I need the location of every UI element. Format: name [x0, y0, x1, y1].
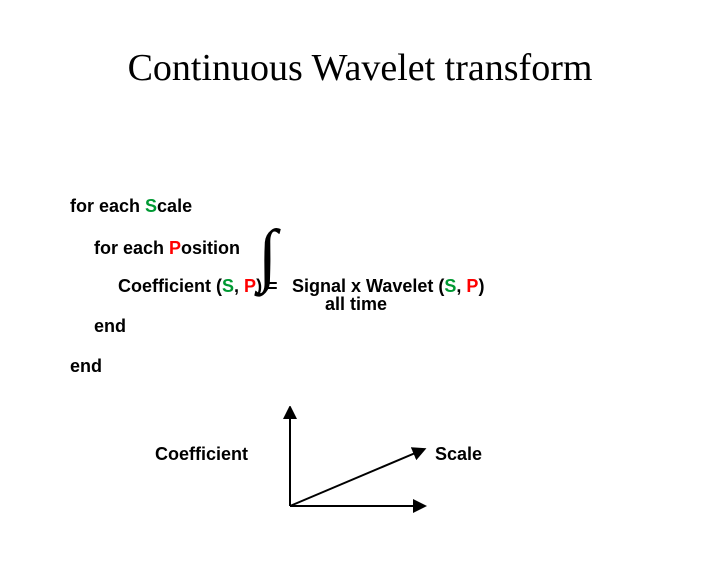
coefficient-label: Coefficient — [155, 444, 248, 465]
algo-end-2: end — [70, 356, 102, 377]
text: cale — [157, 196, 192, 216]
scale-S: S — [222, 276, 234, 296]
scale-S: S — [145, 196, 157, 216]
text: Coefficient ( — [118, 276, 222, 296]
integral-symbol: ∫ — [258, 221, 277, 291]
position-P: P — [466, 276, 478, 296]
position-P: P — [244, 276, 256, 296]
scale-axis — [290, 451, 420, 506]
page-title: Continuous Wavelet transform — [0, 46, 720, 90]
position-P: P — [169, 238, 181, 258]
text: , — [456, 276, 466, 296]
algo-line-1: for each Scale — [70, 196, 192, 217]
text: ) — [478, 276, 484, 296]
scale-label: Scale — [435, 444, 482, 465]
algo-line-3-sub: all time — [325, 294, 387, 315]
text: Signal x Wavelet ( — [292, 276, 444, 296]
algo-line-3-rhs: Signal x Wavelet (S, P) — [292, 276, 484, 297]
axes-diagram — [280, 406, 440, 526]
text: , — [234, 276, 244, 296]
text: osition — [181, 238, 240, 258]
algo-line-2: for each Position — [94, 238, 240, 259]
scale-S: S — [444, 276, 456, 296]
algo-end-1: end — [94, 316, 126, 337]
algo-line-3: Coefficient (S, P) = — [118, 276, 278, 297]
text: for each — [94, 238, 169, 258]
text: for each — [70, 196, 145, 216]
